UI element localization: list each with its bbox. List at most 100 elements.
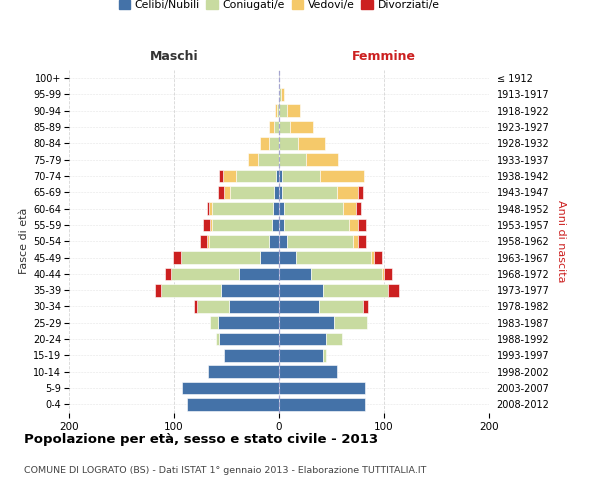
- Bar: [371, 251, 373, 264]
- Bar: [279, 120, 290, 134]
- Text: COMUNE DI LOGRATO (BS) - Dati ISTAT 1° gennaio 2013 - Elaborazione TUTTITALIA.IT: COMUNE DI LOGRATO (BS) - Dati ISTAT 1° g…: [24, 466, 427, 475]
- Bar: [279, 316, 334, 329]
- Legend: Celibi/Nubili, Coniugati/e, Vedovi/e, Divorziati/e: Celibi/Nubili, Coniugati/e, Vedovi/e, Di…: [119, 0, 439, 10]
- Bar: [358, 235, 366, 248]
- Bar: [279, 170, 282, 182]
- Bar: [224, 186, 230, 198]
- Bar: [337, 186, 358, 198]
- Bar: [279, 202, 284, 215]
- Bar: [236, 170, 276, 182]
- Bar: [298, 137, 325, 150]
- Bar: [307, 154, 338, 166]
- Bar: [173, 251, 181, 264]
- Bar: [181, 251, 260, 264]
- Bar: [349, 218, 358, 232]
- Bar: [260, 137, 269, 150]
- Bar: [212, 202, 272, 215]
- Bar: [260, 251, 279, 264]
- Bar: [194, 300, 197, 313]
- Y-axis label: Fasce di età: Fasce di età: [19, 208, 29, 274]
- Bar: [319, 300, 363, 313]
- Bar: [223, 170, 236, 182]
- Text: Popolazione per età, sesso e stato civile - 2013: Popolazione per età, sesso e stato civil…: [24, 432, 378, 446]
- Bar: [197, 300, 229, 313]
- Bar: [363, 300, 368, 313]
- Bar: [279, 137, 298, 150]
- Bar: [279, 349, 323, 362]
- Bar: [275, 104, 277, 117]
- Bar: [320, 170, 364, 182]
- Bar: [279, 268, 311, 280]
- Bar: [230, 186, 274, 198]
- Bar: [216, 332, 219, 345]
- Bar: [229, 300, 279, 313]
- Bar: [277, 104, 279, 117]
- Bar: [279, 154, 307, 166]
- Bar: [343, 202, 356, 215]
- Bar: [279, 300, 319, 313]
- Bar: [274, 120, 279, 134]
- Bar: [161, 284, 221, 296]
- Bar: [218, 186, 224, 198]
- Bar: [279, 235, 287, 248]
- Bar: [358, 186, 363, 198]
- Bar: [258, 154, 279, 166]
- Bar: [272, 218, 279, 232]
- Bar: [279, 251, 296, 264]
- Bar: [281, 88, 284, 101]
- Bar: [206, 202, 209, 215]
- Bar: [353, 235, 358, 248]
- Bar: [248, 154, 258, 166]
- Bar: [279, 186, 282, 198]
- Bar: [182, 382, 279, 394]
- Bar: [311, 268, 382, 280]
- Bar: [279, 398, 365, 410]
- Bar: [373, 251, 382, 264]
- Bar: [284, 202, 343, 215]
- Bar: [334, 316, 367, 329]
- Bar: [209, 235, 269, 248]
- Y-axis label: Anni di nascita: Anni di nascita: [556, 200, 566, 282]
- Bar: [282, 170, 320, 182]
- Bar: [210, 218, 212, 232]
- Bar: [218, 316, 279, 329]
- Bar: [208, 366, 279, 378]
- Bar: [287, 235, 353, 248]
- Bar: [279, 332, 326, 345]
- Bar: [224, 349, 279, 362]
- Bar: [210, 316, 218, 329]
- Bar: [155, 284, 161, 296]
- Bar: [279, 88, 281, 101]
- Bar: [284, 218, 349, 232]
- Bar: [326, 332, 342, 345]
- Bar: [269, 235, 279, 248]
- Bar: [209, 202, 212, 215]
- Bar: [212, 218, 272, 232]
- Bar: [276, 170, 279, 182]
- Bar: [279, 104, 287, 117]
- Bar: [282, 186, 337, 198]
- Bar: [290, 120, 313, 134]
- Bar: [269, 137, 279, 150]
- Bar: [239, 268, 279, 280]
- Bar: [384, 268, 392, 280]
- Bar: [279, 382, 365, 394]
- Bar: [164, 268, 171, 280]
- Bar: [388, 284, 398, 296]
- Bar: [323, 284, 388, 296]
- Bar: [187, 398, 279, 410]
- Bar: [287, 104, 300, 117]
- Bar: [279, 284, 323, 296]
- Bar: [296, 251, 371, 264]
- Bar: [206, 235, 209, 248]
- Bar: [272, 202, 279, 215]
- Bar: [358, 218, 366, 232]
- Bar: [323, 349, 326, 362]
- Bar: [279, 218, 284, 232]
- Bar: [200, 235, 206, 248]
- Bar: [203, 218, 210, 232]
- Bar: [274, 186, 279, 198]
- Bar: [269, 120, 274, 134]
- Bar: [356, 202, 361, 215]
- Bar: [382, 268, 384, 280]
